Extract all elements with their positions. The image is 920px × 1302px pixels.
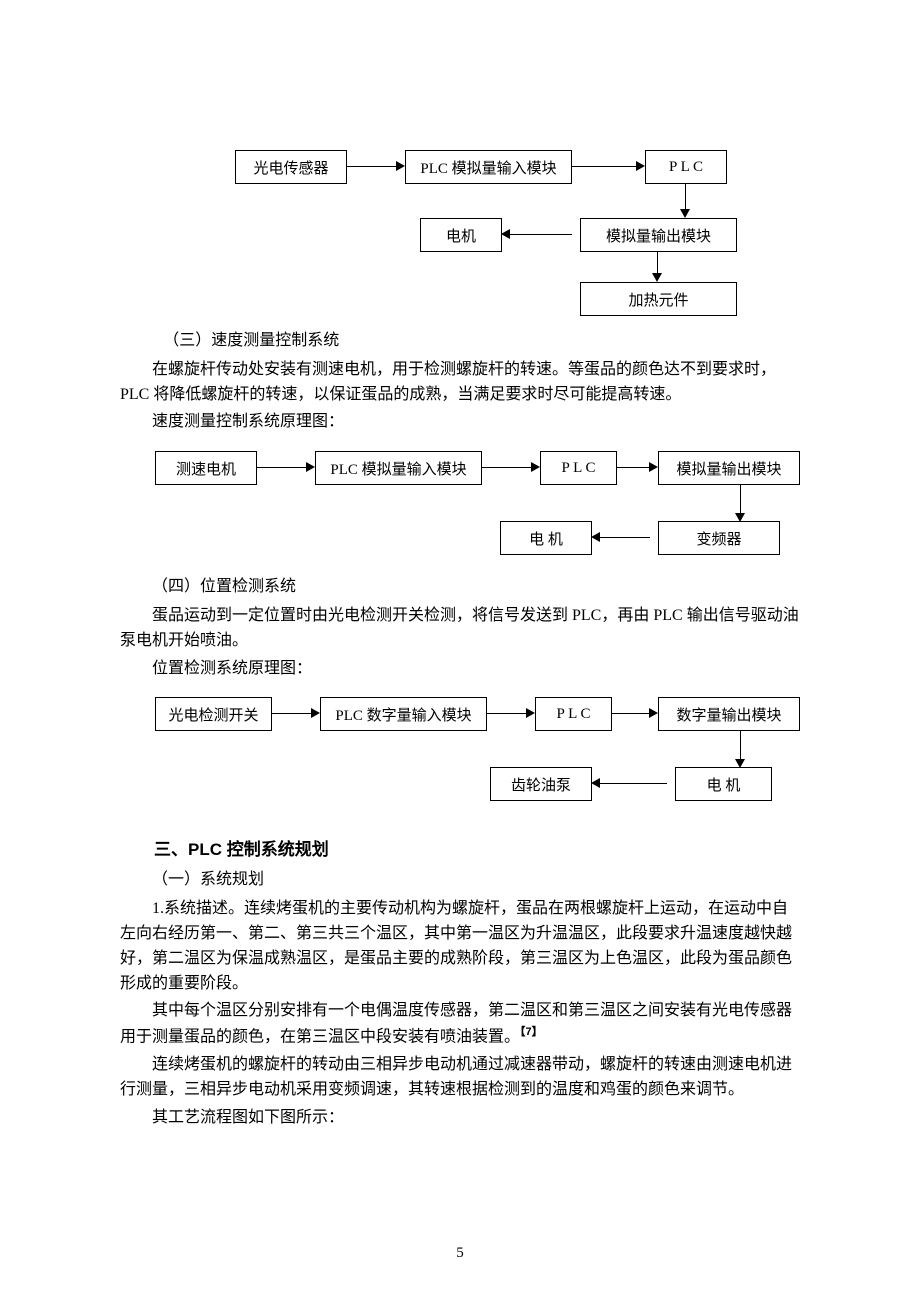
diagram-position-detect: 光电检测开关 PLC 数字量输入模块 P L C 数字量输出模块 齿轮油泵 电 … [120,697,800,817]
sec5-title: （一）系统规划 [152,868,800,893]
d3-box-gearpump: 齿轮油泵 [490,767,592,801]
d2-box-analog-out: 模拟量输出模块 [658,451,800,485]
sec3-p2: 速度测量控制系统原理图： [120,410,800,435]
d3-box-photoswitch: 光电检测开关 [155,697,272,731]
d3-box-plc: P L C [535,697,612,731]
d2-box-motor: 电 机 [500,521,592,555]
sec5-p4: 其工艺流程图如下图所示： [120,1106,800,1131]
d1-box-plc: P L C [645,150,727,184]
sec3-title: （三）速度测量控制系统 [163,329,800,354]
d2-box-vfd: 变频器 [658,521,780,555]
sec5-p3: 连续烤蛋机的螺旋杆的转动由三相异步电动机通过减速器带动，螺旋杆的转速由测速电机进… [120,1053,800,1103]
sec5-p1: 1.系统描述。连续烤蛋机的主要传动机构为螺旋杆，蛋品在两根螺旋杆上运动，在运动中… [120,897,800,996]
sec4-p1: 蛋品运动到一定位置时由光电检测开关检测，将信号发送到 PLC，再由 PLC 输出… [120,604,800,654]
d1-box-analog-in: PLC 模拟量输入模块 [405,150,572,184]
d1-box-heater: 加热元件 [580,282,737,316]
d2-box-analog-in: PLC 模拟量输入模块 [315,451,482,485]
d2-box-plc: P L C [540,451,617,485]
sec3-p1: 在螺旋杆传动处安装有测速电机，用于检测螺旋杆的转速。等蛋品的颜色达不到要求时，P… [120,358,800,408]
sec4-title: （四）位置检测系统 [152,575,800,600]
diagram-speed-measure: 测速电机 PLC 模拟量输入模块 P L C 模拟量输出模块 电 机 变频器 [120,451,800,571]
d2-box-tach: 测速电机 [155,451,257,485]
d1-box-sensor: 光电传感器 [235,150,347,184]
d3-box-digital-in: PLC 数字量输入模块 [320,697,487,731]
sec5-ref7: 【7】 [520,1026,543,1038]
d1-box-analog-out: 模拟量输出模块 [580,218,737,252]
d3-box-motor: 电 机 [675,767,772,801]
sec4-p2: 位置检测系统原理图： [120,657,800,682]
sec5-p2: 其中每个温区分别安排有一个电偶温度传感器，第二温区和第三温区之间安装有光电传感器… [120,999,800,1050]
d1-box-motor: 电机 [420,218,502,252]
heading-plc-plan: 三、PLC 控制系统规划 [154,835,800,860]
page-number: 5 [0,1245,920,1262]
d3-box-digital-out: 数字量输出模块 [658,697,800,731]
diagram-color-measure: 光电传感器 PLC 模拟量输入模块 P L C 电机 模拟量输出模块 加热元件 [160,150,840,325]
sec5-p2a: 其中每个温区分别安排有一个电偶温度传感器，第二温区和第三温区之间安装有光电传感器… [120,1002,792,1045]
